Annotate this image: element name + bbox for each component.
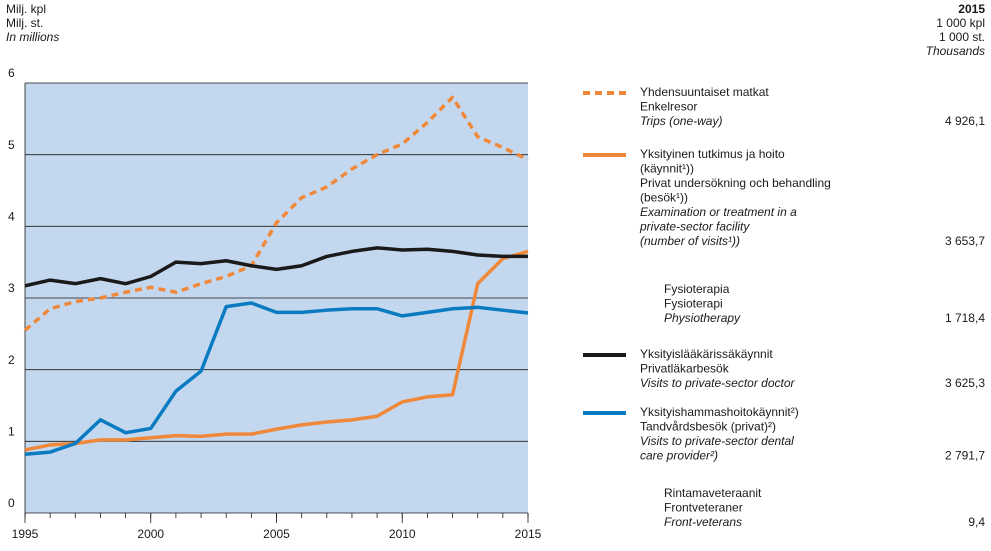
y-label: Milj. st. <box>6 16 43 30</box>
legend-total: 2 791,7 <box>945 449 985 463</box>
legend-sub-label: Fysioterapia <box>664 282 730 296</box>
x-tick-label: 2005 <box>263 527 290 541</box>
series-line <box>23 95 529 332</box>
y-tick-label: 4 <box>8 210 15 224</box>
series-line <box>24 246 528 288</box>
legend-label: Yksityishammashoitokäynnit²) <box>640 405 799 419</box>
legend-label: Tandvårdsbesök (privat)²) <box>640 420 776 434</box>
legend-label: Enkelresor <box>640 100 697 114</box>
legend-label: Yksityislääkärissäkäynnit <box>640 347 773 361</box>
legend-total: 3 653,7 <box>945 234 985 248</box>
value-header: 2015 <box>958 2 985 16</box>
legend-label: (besök¹)) <box>640 191 688 205</box>
y-tick-label: 0 <box>8 496 15 510</box>
legend-label: Examination or treatment in a <box>640 205 797 219</box>
value-header: 1 000 kpl <box>936 16 985 30</box>
legend-label: Privatläkarbesök <box>640 362 730 376</box>
legend-label: (käynnit¹)) <box>640 162 694 176</box>
x-tick-label: 2015 <box>515 527 542 541</box>
legend-label: Yhdensuuntaiset matkat <box>640 85 769 99</box>
legend-sub-label: Front-veterans <box>664 515 742 529</box>
legend-sub-total: 1 718,4 <box>945 311 985 325</box>
legend-label: (number of visits¹)) <box>640 234 740 248</box>
y-tick-label: 6 <box>8 66 15 80</box>
series-line <box>24 301 529 456</box>
legend-sub-label: Frontveteraner <box>664 501 743 515</box>
value-header: 1 000 st. <box>939 30 985 44</box>
y-tick-label: 5 <box>8 138 15 152</box>
legend-total: 4 926,1 <box>945 114 985 128</box>
y-tick-label: 2 <box>8 353 15 367</box>
legend-total: 3 625,3 <box>945 376 985 390</box>
legend-label: private-sector facility <box>639 220 750 234</box>
y-tick-label: 1 <box>8 425 15 439</box>
legend-label: care provider²) <box>640 449 718 463</box>
legend-sub-label: Rintamaveteraanit <box>664 486 762 500</box>
legend-label: Yksityinen tutkimus ja hoito <box>640 147 785 161</box>
legend-sub-label: Fysioterapi <box>664 297 723 311</box>
y-tick-label: 3 <box>8 281 15 295</box>
legend-label: Trips (one-way) <box>640 114 722 128</box>
x-tick-label: 2000 <box>137 527 164 541</box>
legend-label: Visits to private-sector dental <box>640 434 794 448</box>
x-tick-label: 2010 <box>389 527 416 541</box>
x-tick-label: 1995 <box>12 527 39 541</box>
legend-label: Visits to private-sector doctor <box>640 376 796 390</box>
legend-sub-total: 9,4 <box>968 515 985 529</box>
legend-sub-label: Physiotherapy <box>664 311 741 325</box>
y-label: Milj. kpl <box>6 2 46 16</box>
value-header: Thousands <box>926 44 985 58</box>
y-label: In millions <box>6 30 59 44</box>
legend-label: Privat undersökning och behandling <box>640 176 831 190</box>
series-line <box>24 249 529 452</box>
